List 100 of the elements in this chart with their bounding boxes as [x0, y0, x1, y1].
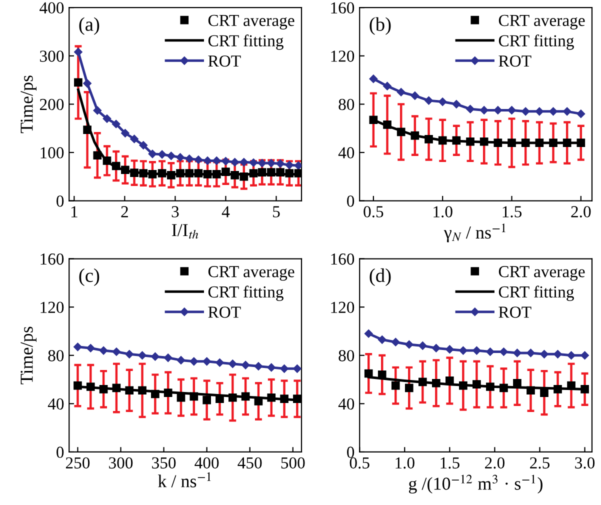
x-tick-label: 1.5	[440, 457, 460, 469]
x-tick-label: 1.0	[434, 206, 452, 218]
point	[369, 74, 378, 83]
point	[562, 138, 572, 147]
point	[410, 92, 420, 100]
point	[567, 351, 576, 360]
point	[194, 169, 203, 178]
point	[176, 393, 186, 402]
point	[554, 350, 562, 358]
point	[112, 384, 121, 392]
x-tick-label: 3	[172, 206, 179, 218]
point	[526, 348, 535, 358]
x-tick-label: 5	[273, 206, 280, 218]
point	[432, 344, 440, 352]
point	[562, 107, 572, 116]
x-tick-label: 3.0	[575, 457, 595, 469]
point	[216, 358, 224, 367]
point	[230, 171, 239, 180]
x-tick-label: 0.5	[350, 457, 370, 469]
legend-label: ROT	[208, 55, 241, 67]
point	[125, 386, 134, 395]
point	[285, 169, 294, 178]
point	[472, 380, 481, 389]
x-axis-title: I/I$_{th}$	[172, 224, 198, 239]
point	[130, 134, 138, 144]
point	[203, 170, 212, 178]
x-tick-label: 1	[71, 206, 78, 218]
point	[418, 342, 427, 350]
y-tick-label: 0	[56, 446, 64, 458]
x-tick-label: 250	[66, 457, 90, 469]
point	[294, 169, 302, 178]
x-tick-label: 2.5	[530, 457, 550, 469]
point	[138, 351, 146, 360]
point	[138, 386, 146, 395]
y-tick-label: 40	[338, 398, 354, 410]
y-tick-label: 0	[347, 195, 354, 207]
point	[267, 393, 276, 402]
point	[86, 382, 95, 391]
point	[74, 381, 82, 390]
point	[148, 170, 157, 178]
point	[280, 364, 288, 373]
point	[580, 385, 589, 394]
point	[364, 369, 373, 378]
y-tick-label: 120	[40, 302, 64, 314]
point	[240, 172, 248, 181]
x-axis-title: g /(10$^{−12}$ m$^{3}$ · s$^{−1}$)	[408, 474, 542, 494]
point	[267, 363, 276, 372]
point	[424, 135, 433, 144]
y-tick-label: 200	[40, 98, 64, 110]
point	[102, 156, 112, 165]
point	[526, 386, 535, 395]
point	[396, 88, 406, 96]
x-tick-label: 1.5	[502, 206, 522, 218]
point	[228, 360, 237, 368]
x-axis-title: γ$_{N}$ / ns$^{−1}$	[444, 224, 506, 242]
point	[418, 378, 427, 386]
y-tick-label: 160	[331, 253, 354, 265]
point	[176, 356, 186, 364]
point	[364, 329, 373, 338]
point	[228, 393, 237, 402]
point	[549, 107, 558, 116]
point	[202, 396, 211, 404]
point	[521, 138, 530, 147]
x-tick-label: 2	[121, 206, 128, 218]
x-tick-label: 4	[222, 206, 230, 218]
legend-label: CRT average	[208, 266, 294, 281]
point	[158, 150, 166, 159]
point	[452, 100, 461, 108]
legend-label: CRT fitting	[498, 286, 574, 302]
point	[93, 151, 102, 160]
point	[405, 340, 414, 349]
point	[466, 104, 474, 114]
point	[486, 382, 494, 391]
legend-label: CRT fitting	[498, 34, 574, 50]
y-tick-label: 0	[347, 446, 354, 458]
legend-label: CRT average	[498, 14, 585, 30]
y-axis-title: Time/ps	[20, 76, 36, 134]
point	[438, 136, 447, 145]
point	[190, 357, 198, 366]
point	[276, 168, 284, 176]
point	[535, 138, 544, 147]
point	[130, 168, 138, 177]
y-tick-label: 120	[331, 50, 354, 62]
point	[254, 362, 263, 370]
point	[249, 169, 258, 178]
point	[151, 352, 160, 361]
point	[383, 82, 392, 90]
point	[432, 378, 440, 388]
annotation: (c)	[79, 268, 100, 286]
point	[74, 48, 82, 56]
point	[576, 110, 586, 118]
y-tick-label: 40	[48, 398, 64, 410]
point	[535, 107, 544, 116]
point	[121, 129, 130, 138]
point	[508, 106, 516, 114]
point	[83, 126, 92, 134]
point	[508, 138, 516, 147]
x-tick-label: 350	[152, 457, 176, 469]
point	[580, 351, 589, 360]
point	[378, 370, 386, 379]
